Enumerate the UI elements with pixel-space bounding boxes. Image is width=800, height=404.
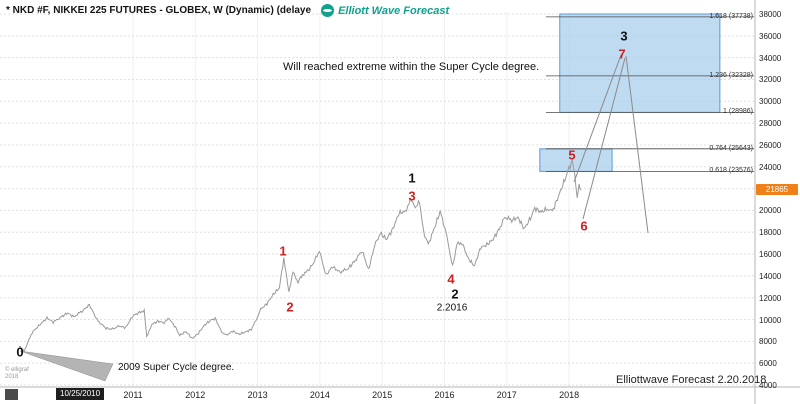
titlebar: * NKD #F, NIKKEI 225 FUTURES - GLOBEX, W… xyxy=(6,4,449,17)
price-tick-label: 14000 xyxy=(759,271,782,281)
extreme-annotation: Will reached extreme within the Super Cy… xyxy=(283,61,540,73)
fibonacci-level-label: 1.618 (37738) xyxy=(709,12,753,20)
fibonacci-level-label: 1.236 (32328) xyxy=(709,71,753,79)
price-tick-label: 36000 xyxy=(759,31,782,41)
elliott-wave-label: 1 xyxy=(279,243,287,259)
price-tick-label: 18000 xyxy=(759,228,782,238)
price-tick-label: 4000 xyxy=(759,381,777,390)
year-tick-label: 2011 xyxy=(123,390,143,400)
price-tick-label: 10000 xyxy=(759,315,782,325)
price-tick-label: 34000 xyxy=(759,53,782,63)
watermark-line1: © elligraf xyxy=(5,367,29,373)
price-tick-label: 26000 xyxy=(759,140,782,150)
wave-globe-icon xyxy=(321,4,335,17)
year-tick-label: 2012 xyxy=(185,390,206,400)
price-tick-label: 20000 xyxy=(759,206,782,216)
fibonacci-level-label: 0.764 (25643) xyxy=(709,144,753,152)
super-cycle-annotation: 2009 Super Cycle degree. xyxy=(118,362,235,373)
credit-text: Elliottwave Forecast 2.20.2018 xyxy=(616,374,767,386)
elliott-wave-label: 2.2016 xyxy=(436,302,468,314)
fibonacci-level-label: 0.618 (23576) xyxy=(709,167,753,175)
year-tick-label: 2013 xyxy=(247,390,268,400)
elliott-wave-label: 5 xyxy=(568,147,576,163)
price-tick-label: 12000 xyxy=(759,293,782,303)
price-tick-label: 28000 xyxy=(759,119,782,129)
current-price-label: 21865 xyxy=(756,184,798,196)
elliott-wave-label: 7 xyxy=(618,46,626,62)
logo-text: Elliott Wave Forecast xyxy=(338,4,450,17)
price-tick-label: 8000 xyxy=(759,337,777,347)
year-tick-label: 2014 xyxy=(309,390,330,400)
price-tick-label: 16000 xyxy=(759,250,782,260)
price-tick-label: 38000 xyxy=(759,10,782,19)
elliott-wave-label: 6 xyxy=(580,218,588,234)
elliott-wave-label: 1 xyxy=(408,170,416,186)
elliott-wave-label: 4 xyxy=(447,271,455,287)
elliott-wave-label: 3 xyxy=(408,188,416,204)
elliott-wave-label: 0 xyxy=(16,344,24,360)
watermark-line2: 2018 xyxy=(5,374,19,380)
first-bar-date-label: 10/25/2010 xyxy=(56,388,105,400)
platform-logo-icon xyxy=(5,389,18,400)
year-tick-label: 2015 xyxy=(372,390,393,400)
chart-title: * NKD #F, NIKKEI 225 FUTURES - GLOBEX, W… xyxy=(6,5,312,16)
price-tick-label: 24000 xyxy=(759,162,782,172)
fibonacci-level-label: 1 (28986) xyxy=(723,108,753,116)
year-tick-label: 2017 xyxy=(496,390,517,400)
elliott-wave-label: 3 xyxy=(620,28,628,44)
elliott-wave-forecast-logo[interactable]: Elliott Wave Forecast xyxy=(321,4,449,17)
price-tick-label: 30000 xyxy=(759,97,782,107)
year-tick-label: 2016 xyxy=(434,390,455,400)
price-tick-label: 32000 xyxy=(759,75,782,85)
elliott-wave-label: 2 xyxy=(451,286,459,302)
year-tick-label: 2018 xyxy=(559,390,580,400)
price-tick-label: 6000 xyxy=(759,359,777,369)
elliott-wave-label: 2 xyxy=(286,299,294,315)
